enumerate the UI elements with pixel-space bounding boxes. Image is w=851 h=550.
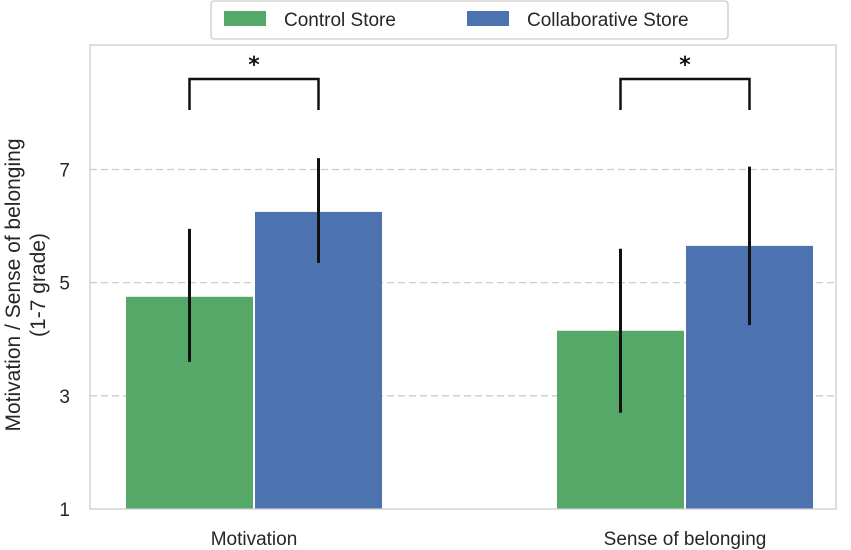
significance-bracket: [619, 77, 751, 110]
y-tick-label: 7: [59, 160, 70, 181]
y-axis-label: Motivation / Sense of belonging: [2, 138, 25, 431]
plot-frame: [89, 44, 837, 510]
x-tick-label: Motivation: [211, 529, 298, 550]
legend-swatch-control-store: [224, 11, 266, 26]
legend-swatch-collaborative-store: [467, 11, 509, 26]
x-tick-label: Sense of belonging: [604, 529, 767, 550]
y-axis-label-unit: (1-7 grade): [27, 233, 50, 337]
legend-label-collaborative-store: Collaborative Store: [527, 10, 689, 31]
y-tick-label: 1: [59, 500, 70, 521]
error-bars: [188, 158, 751, 413]
significance-bracket: [188, 77, 320, 110]
bars: [126, 211, 813, 510]
significance-markers: * *: [188, 53, 751, 110]
y-tick-label: 3: [59, 387, 70, 408]
y-tick-label: 5: [59, 274, 70, 295]
legend: Control Store Collaborative Store: [210, 0, 729, 40]
legend-label-control-store: Control Store: [284, 10, 396, 31]
axis-ticks: 1 3 5 7 Motivation Sense of belonging: [59, 160, 766, 550]
significance-star: *: [679, 53, 691, 78]
significance-star: *: [248, 53, 260, 78]
